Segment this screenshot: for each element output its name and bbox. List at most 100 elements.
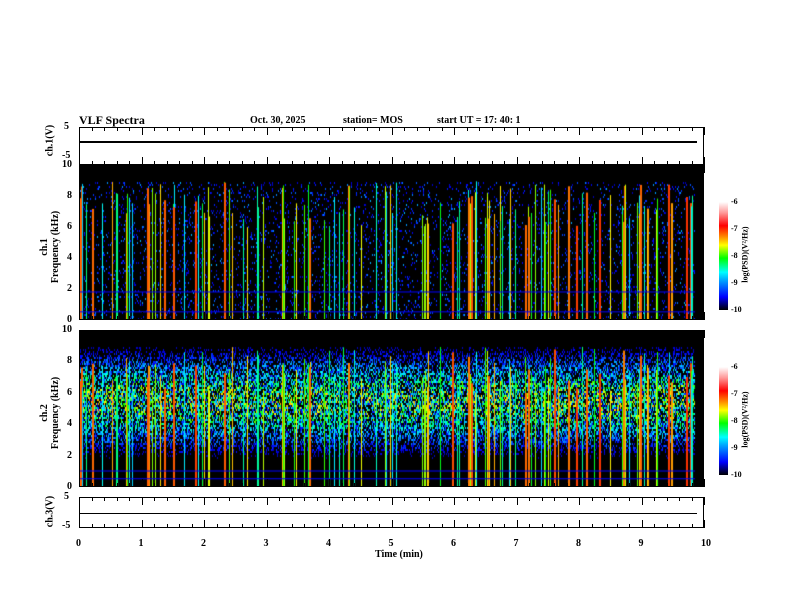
tick-mark <box>504 483 505 487</box>
tick-mark <box>454 330 455 338</box>
tick-mark <box>429 127 430 131</box>
tick-mark <box>591 330 593 334</box>
tick-mark <box>179 165 180 169</box>
tick-mark <box>541 161 543 165</box>
tick-mark <box>429 330 430 334</box>
tick-mark <box>266 520 268 528</box>
tick-mark <box>204 157 205 165</box>
tick-mark <box>604 483 605 487</box>
tick-mark <box>704 157 705 165</box>
tick-mark <box>529 127 530 131</box>
tick-mark <box>116 483 118 487</box>
tick-mark <box>416 127 418 131</box>
tick-mark <box>429 524 430 528</box>
tick-mark <box>416 316 418 320</box>
tick-mark <box>679 497 680 501</box>
tick-mark <box>441 497 443 501</box>
tick-mark <box>266 312 268 320</box>
tick-mark <box>679 483 680 487</box>
tick-mark <box>579 497 580 505</box>
tick-mark <box>366 483 368 487</box>
tick-mark <box>216 165 218 169</box>
tick-mark <box>654 497 655 501</box>
tick-mark <box>279 497 280 501</box>
tick-mark <box>91 330 93 334</box>
tick-mark <box>616 497 618 501</box>
tick-mark <box>279 316 280 320</box>
tick-mark <box>79 127 80 135</box>
freq-label: Frequency (kHz) <box>50 210 61 284</box>
tick-mark <box>441 127 443 131</box>
tick-mark <box>316 483 318 487</box>
tick-mark <box>641 330 643 338</box>
colorbar-tick: -6 <box>731 362 738 371</box>
tick-mark <box>379 524 380 528</box>
tick-mark <box>429 165 430 169</box>
tick-mark <box>454 127 455 135</box>
tick-mark <box>191 127 193 131</box>
tick-mark <box>341 316 343 320</box>
tick-mark <box>316 524 318 528</box>
tick-mark <box>641 479 643 487</box>
tick-mark <box>466 165 468 169</box>
tick-mark <box>554 127 555 131</box>
xtick-label: 0 <box>76 538 81 549</box>
tick-mark <box>704 127 705 135</box>
tick-mark <box>366 497 368 501</box>
tick-mark <box>404 316 405 320</box>
tick-mark <box>329 312 330 320</box>
tick-mark <box>591 483 593 487</box>
tick-mark <box>91 127 93 131</box>
tick-mark <box>654 483 655 487</box>
tick-mark <box>129 316 130 320</box>
tick-mark <box>279 127 280 131</box>
tick-mark <box>541 524 543 528</box>
tick-mark <box>254 497 255 501</box>
tick-mark <box>691 127 693 131</box>
tick-mark <box>254 161 255 165</box>
tick-mark <box>379 316 380 320</box>
ytick-label: 4 <box>67 418 72 430</box>
tick-mark <box>691 316 693 320</box>
tick-mark <box>529 165 530 169</box>
tick-mark <box>691 497 693 501</box>
station: station= MOS <box>343 115 403 126</box>
tick-mark <box>279 161 280 165</box>
tick-mark <box>304 127 305 131</box>
tick-mark <box>366 330 368 334</box>
tick-mark <box>529 483 530 487</box>
tick-mark <box>391 497 393 505</box>
tick-mark <box>429 497 430 501</box>
tick-mark <box>316 330 318 334</box>
tick-mark <box>179 483 180 487</box>
colorbar-tick: -10 <box>731 305 742 314</box>
ch1-spec-ylabel: ch.1 Frequency (kHz) <box>39 192 61 302</box>
tick-mark <box>104 497 105 501</box>
tick-mark <box>329 157 330 165</box>
tick-mark <box>454 520 455 528</box>
tick-mark <box>129 524 130 528</box>
tick-mark <box>666 161 668 165</box>
colorbar-tick: -10 <box>731 470 742 479</box>
tick-mark <box>654 127 655 131</box>
tick-mark <box>391 330 393 338</box>
tick-mark <box>666 483 668 487</box>
freq-label: Frequency (kHz) <box>50 376 61 450</box>
tick-mark <box>491 524 493 528</box>
tick-mark <box>166 127 168 131</box>
tick-mark <box>154 161 155 165</box>
tick-mark <box>516 479 518 487</box>
tick-mark <box>166 165 168 169</box>
tick-mark <box>191 330 193 334</box>
tick-mark <box>154 524 155 528</box>
tick-mark <box>416 161 418 165</box>
title: VLF Spectra <box>79 113 145 127</box>
tick-mark <box>591 165 593 169</box>
tick-mark <box>354 165 355 169</box>
tick-mark <box>116 165 118 169</box>
colorbar-tick: -9 <box>731 278 738 287</box>
colorbar-tick: -6 <box>731 197 738 206</box>
tick-mark <box>629 330 630 334</box>
tick-mark <box>191 161 193 165</box>
ch2-spec-ylabel: ch.2 Frequency (kHz) <box>39 358 61 468</box>
